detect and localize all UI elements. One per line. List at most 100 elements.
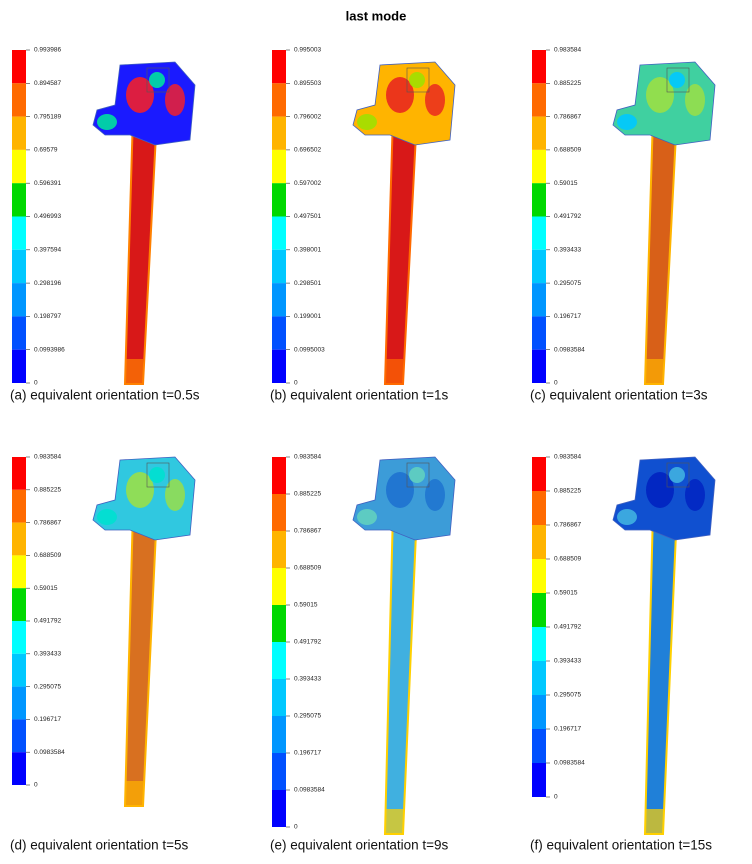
legend-label: 0.295075 — [34, 683, 61, 690]
legend-label: 0.795189 — [34, 113, 61, 120]
part-bar — [383, 114, 419, 385]
legend-label: 0.196717 — [554, 726, 581, 733]
part-spot — [357, 509, 377, 525]
panel: 0.983584 0.885225 0.786867 0.688509 0.59015 0… — [270, 454, 456, 853]
legend-swatch — [272, 149, 286, 184]
legend-label: 0.786867 — [294, 528, 321, 535]
legend-label: 0.786867 — [34, 519, 61, 526]
legend-swatch — [272, 568, 286, 605]
legend-swatch — [532, 525, 546, 559]
legend-label: 0.0983584 — [554, 346, 585, 353]
legend-swatch — [532, 695, 546, 729]
legend-swatch — [272, 249, 286, 284]
legend-swatch — [12, 489, 26, 523]
legend-label: 0.196717 — [294, 750, 321, 757]
legend-swatch — [272, 494, 286, 531]
legend-label: 0.885225 — [554, 80, 581, 87]
caption: (e) equivalent orientation t=9s — [270, 838, 448, 853]
panel: 0.995003 0.895503 0.796002 0.696502 0.597002… — [270, 47, 456, 403]
legend-label: 0.885225 — [294, 491, 321, 498]
legend-swatch — [272, 642, 286, 679]
figure-title: last mode — [346, 8, 407, 23]
legend-swatch — [12, 653, 26, 687]
panel: 0.983584 0.885225 0.786867 0.688509 0.59015 0… — [10, 454, 196, 853]
part-pocket — [146, 462, 170, 488]
legend-label: 0.59015 — [554, 180, 578, 187]
part-pocket — [406, 67, 430, 93]
legend-label: 0.688509 — [34, 552, 61, 559]
legend-swatch — [532, 627, 546, 661]
legend-label: 0.688509 — [554, 147, 581, 154]
part-spot — [149, 467, 165, 483]
part-tip — [125, 781, 143, 806]
legend-label: 0.59015 — [554, 590, 578, 597]
legend-label: 0.199001 — [294, 313, 321, 320]
legend-label: 0.393433 — [294, 676, 321, 683]
legend-label: 0.983584 — [294, 454, 321, 461]
legend-swatch — [12, 555, 26, 589]
panel: 0.993986 0.894587 0.795189 0.69579 0.596391 0… — [10, 47, 200, 403]
legend-swatch — [532, 763, 546, 797]
legend-label: 0.196717 — [34, 716, 61, 723]
legend-swatch — [12, 83, 26, 117]
panel: 0.983584 0.885225 0.786867 0.688509 0.59015 0… — [530, 47, 716, 403]
part-spot — [685, 479, 705, 511]
legend-swatch — [272, 531, 286, 568]
legend-swatch — [12, 752, 26, 785]
legend-swatch — [532, 249, 546, 284]
panel: 0.983584 0.885225 0.786867 0.688509 0.59015 0… — [530, 454, 716, 853]
legend-label: 0.393433 — [34, 651, 61, 658]
legend-label: 0.895503 — [294, 80, 321, 87]
part-spot — [97, 114, 117, 130]
legend-label: 0.491792 — [34, 618, 61, 625]
legend-label: 0.688509 — [294, 565, 321, 572]
legend-label: 0.59015 — [294, 602, 318, 609]
legend-swatch — [532, 559, 546, 593]
part-spot — [97, 509, 117, 525]
legend-swatch — [272, 316, 286, 350]
legend-swatch — [12, 588, 26, 621]
part-spot — [357, 114, 377, 130]
part-tip — [385, 359, 403, 384]
legend-label: 0.596391 — [34, 180, 61, 187]
part-bar — [123, 509, 159, 807]
legend-swatch — [272, 349, 286, 383]
part-bar — [643, 114, 679, 385]
legend-swatch — [532, 283, 546, 317]
legend-label: 0.894587 — [34, 80, 61, 87]
part-spot — [669, 467, 685, 483]
legend-label: 0.796002 — [294, 113, 321, 120]
legend-label: 0.0983584 — [34, 749, 65, 756]
part-bar — [643, 509, 679, 835]
legend-label: 0.993986 — [34, 47, 61, 54]
part-spot — [409, 72, 425, 88]
legend-swatch — [12, 316, 26, 350]
legend-swatch — [12, 249, 26, 284]
legend-swatch — [532, 593, 546, 627]
legend-swatch — [272, 716, 286, 753]
legend-label: 0.786867 — [554, 113, 581, 120]
legend-swatch — [12, 183, 26, 217]
legend-label: 0.198797 — [34, 313, 61, 320]
legend-swatch — [12, 457, 26, 490]
legend-swatch — [12, 283, 26, 317]
legend-label: 0.983584 — [554, 47, 581, 54]
legend-label: 0.497501 — [294, 213, 321, 220]
legend-swatch — [532, 349, 546, 383]
caption: (c) equivalent orientation t=3s — [530, 388, 708, 403]
legend-label: 0.398001 — [294, 247, 321, 254]
part-pocket — [666, 462, 690, 488]
legend-label: 0.298501 — [294, 280, 321, 287]
part-tip — [385, 809, 403, 834]
legend-label: 0.69579 — [34, 147, 58, 154]
part-bar — [383, 509, 419, 835]
legend-label: 0.885225 — [554, 488, 581, 495]
legend-swatch — [532, 316, 546, 350]
legend-label: 0.196717 — [554, 313, 581, 320]
part-tip — [645, 359, 663, 384]
legend-label: 0.597002 — [294, 180, 321, 187]
part-spot — [617, 114, 637, 130]
legend-swatch — [272, 605, 286, 642]
legend-swatch — [532, 661, 546, 695]
